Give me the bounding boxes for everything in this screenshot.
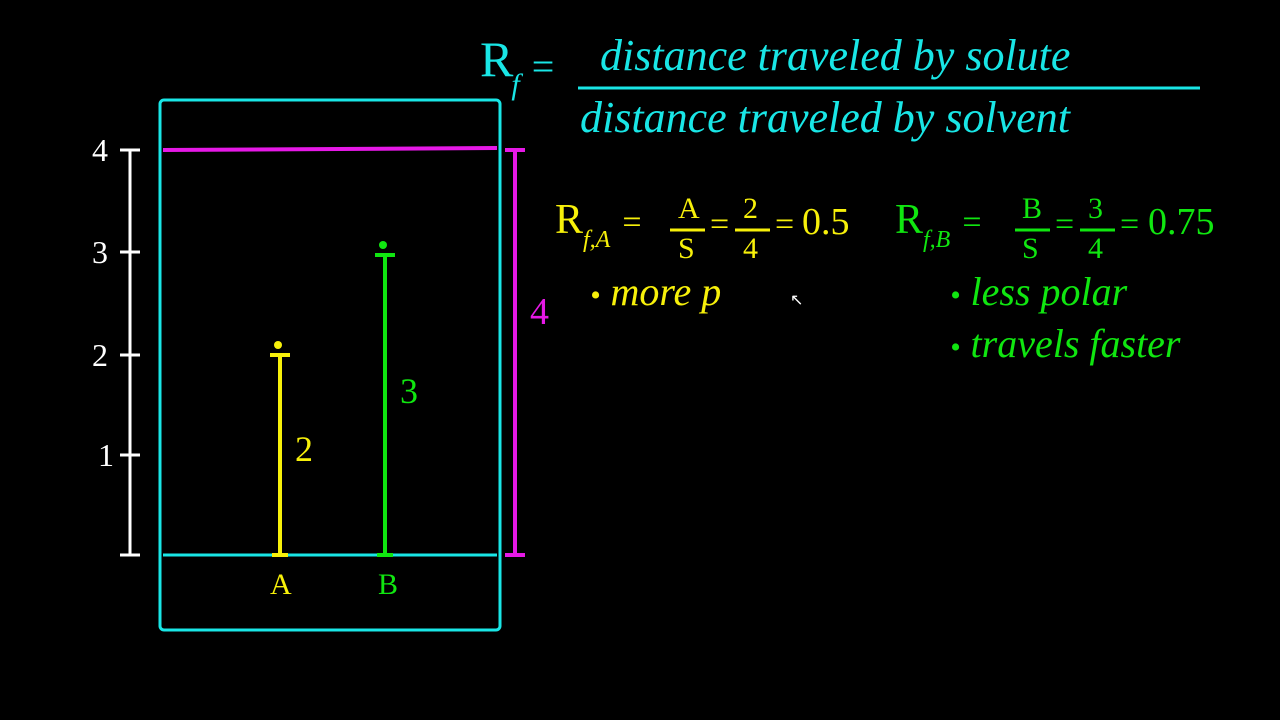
plate-label-b: B [378, 568, 398, 602]
cursor-icon: ↖ [790, 290, 803, 310]
calc-a-eq3: = [775, 206, 794, 244]
calc-a-eq2: = [710, 206, 729, 244]
tlc-plate [160, 100, 500, 630]
plate-label-a: A [270, 568, 292, 602]
calc-b: R f,B = [895, 196, 986, 244]
calc-b-bullet1: • less polar [950, 268, 1127, 315]
calc-a-result: 0.5 [802, 200, 850, 244]
spot-a-dot [274, 341, 282, 349]
calc-b-bullet2: • travels faster [950, 320, 1181, 367]
calc-b-den2: 4 [1088, 232, 1103, 266]
calc-b-num2: 3 [1088, 192, 1103, 226]
calc-a-sub: f,A [583, 227, 610, 253]
axis-tick-2: 2 [92, 337, 108, 374]
rf-eq: = [532, 44, 555, 89]
axis-tick-3: 3 [92, 234, 108, 271]
calc-a-R: R [555, 197, 583, 243]
rf-denominator: distance traveled by solvent [580, 92, 1070, 143]
calc-a-num1: A [678, 192, 700, 226]
calc-b-den1: S [1022, 232, 1039, 266]
rf-R: R [480, 31, 513, 87]
height-label-b: 3 [400, 370, 418, 412]
axis-tick-4: 4 [92, 132, 108, 169]
calc-b-num1: B [1022, 192, 1042, 226]
calc-a-num2: 2 [743, 192, 758, 226]
axis-tick-1: 1 [98, 437, 114, 474]
calc-b-result: 0.75 [1148, 200, 1215, 244]
calc-b-eq2: = [1055, 206, 1074, 244]
calc-a-bullet1-text: more p [611, 269, 722, 314]
calc-b-eq3: = [1120, 206, 1139, 244]
calc-a-eq1: = [622, 204, 641, 241]
calc-b-bullet2-text: travels faster [971, 321, 1181, 366]
calc-b-bullet1-text: less polar [971, 269, 1128, 314]
height-label-a: 2 [295, 428, 313, 470]
right-bracket-label: 4 [530, 290, 549, 334]
solvent-front [163, 148, 497, 150]
calc-a-bullet1: • more p [590, 268, 721, 315]
calc-a: R f,A = [555, 196, 646, 244]
calc-b-sub: f,B [923, 227, 950, 253]
spot-b-dot [379, 241, 387, 249]
rf-formula: R f = [480, 30, 552, 88]
calc-b-eq1: = [962, 204, 981, 241]
rf-numerator: distance traveled by solute [600, 30, 1070, 81]
rf-sub: f [511, 68, 519, 101]
calc-a-den1: S [678, 232, 695, 266]
calc-b-R: R [895, 197, 923, 243]
calc-a-den2: 4 [743, 232, 758, 266]
